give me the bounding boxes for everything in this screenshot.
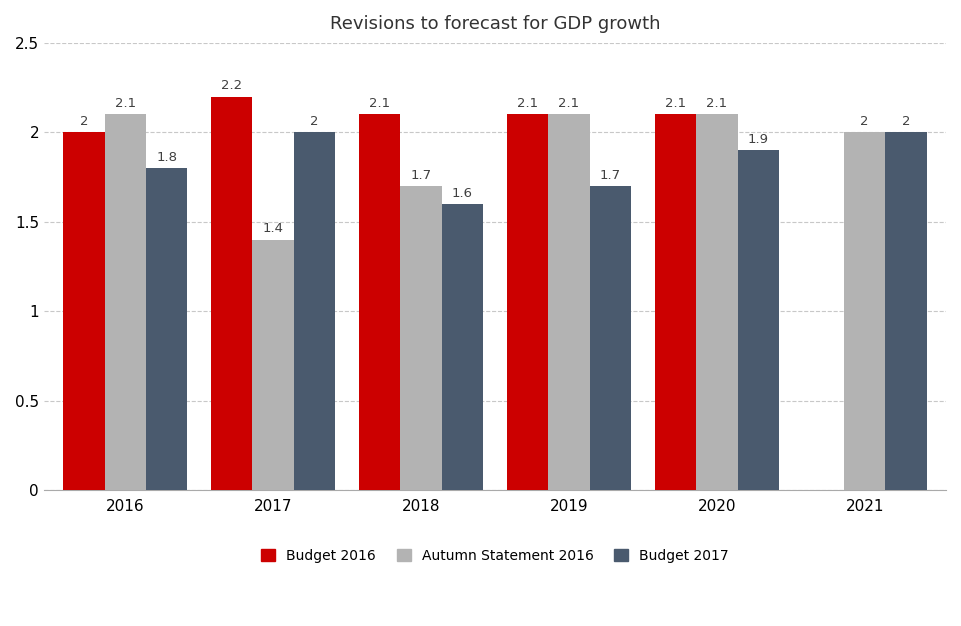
Bar bbox=[737, 150, 779, 490]
Text: 2.1: 2.1 bbox=[114, 97, 136, 110]
Bar bbox=[253, 240, 294, 490]
Bar bbox=[844, 132, 885, 490]
Bar bbox=[548, 115, 590, 490]
Bar bbox=[211, 96, 253, 490]
Legend: Budget 2016, Autumn Statement 2016, Budget 2017: Budget 2016, Autumn Statement 2016, Budg… bbox=[254, 542, 736, 570]
Bar bbox=[294, 132, 335, 490]
Text: 2.1: 2.1 bbox=[665, 97, 686, 110]
Text: 2: 2 bbox=[860, 115, 869, 128]
Text: 2: 2 bbox=[901, 115, 910, 128]
Text: 1.7: 1.7 bbox=[600, 168, 621, 182]
Title: Revisions to forecast for GDP growth: Revisions to forecast for GDP growth bbox=[330, 15, 660, 33]
Bar bbox=[442, 204, 483, 490]
Bar bbox=[696, 115, 737, 490]
Text: 1.6: 1.6 bbox=[452, 187, 473, 200]
Text: 1.8: 1.8 bbox=[157, 151, 177, 164]
Text: 2.2: 2.2 bbox=[221, 79, 242, 92]
Text: 2.1: 2.1 bbox=[517, 97, 538, 110]
Bar bbox=[885, 132, 926, 490]
Bar bbox=[590, 186, 631, 490]
Bar bbox=[654, 115, 696, 490]
Text: 2: 2 bbox=[310, 115, 319, 128]
Bar bbox=[146, 168, 187, 490]
Text: 2: 2 bbox=[80, 115, 88, 128]
Bar bbox=[401, 186, 442, 490]
Text: 2.1: 2.1 bbox=[558, 97, 579, 110]
Bar bbox=[506, 115, 548, 490]
Bar bbox=[63, 132, 105, 490]
Text: 1.9: 1.9 bbox=[748, 133, 769, 146]
Text: 1.4: 1.4 bbox=[262, 222, 283, 235]
Text: 2.1: 2.1 bbox=[706, 97, 727, 110]
Text: 2.1: 2.1 bbox=[369, 97, 390, 110]
Bar bbox=[105, 115, 146, 490]
Text: 1.7: 1.7 bbox=[410, 168, 431, 182]
Bar bbox=[359, 115, 401, 490]
